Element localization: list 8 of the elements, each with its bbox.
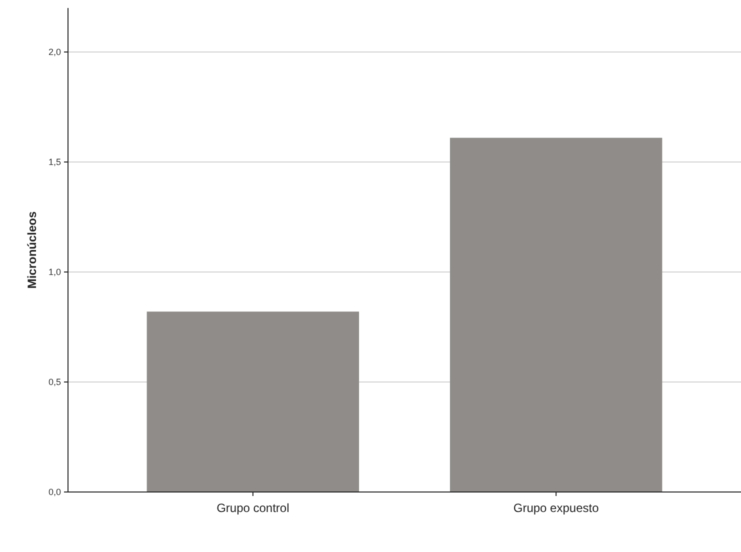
x-tick-label: Grupo control — [216, 501, 290, 515]
x-tick-label: Grupo expuesto — [513, 501, 600, 515]
y-axis-title: Micronúcleos — [25, 211, 39, 289]
y-tick-label: 0,0 — [48, 487, 61, 498]
y-tick-label: 1,0 — [48, 267, 61, 278]
y-tick-label: 0,5 — [48, 377, 61, 388]
y-tick-label: 2,0 — [48, 47, 61, 58]
y-tick-label: 1,5 — [48, 157, 61, 168]
